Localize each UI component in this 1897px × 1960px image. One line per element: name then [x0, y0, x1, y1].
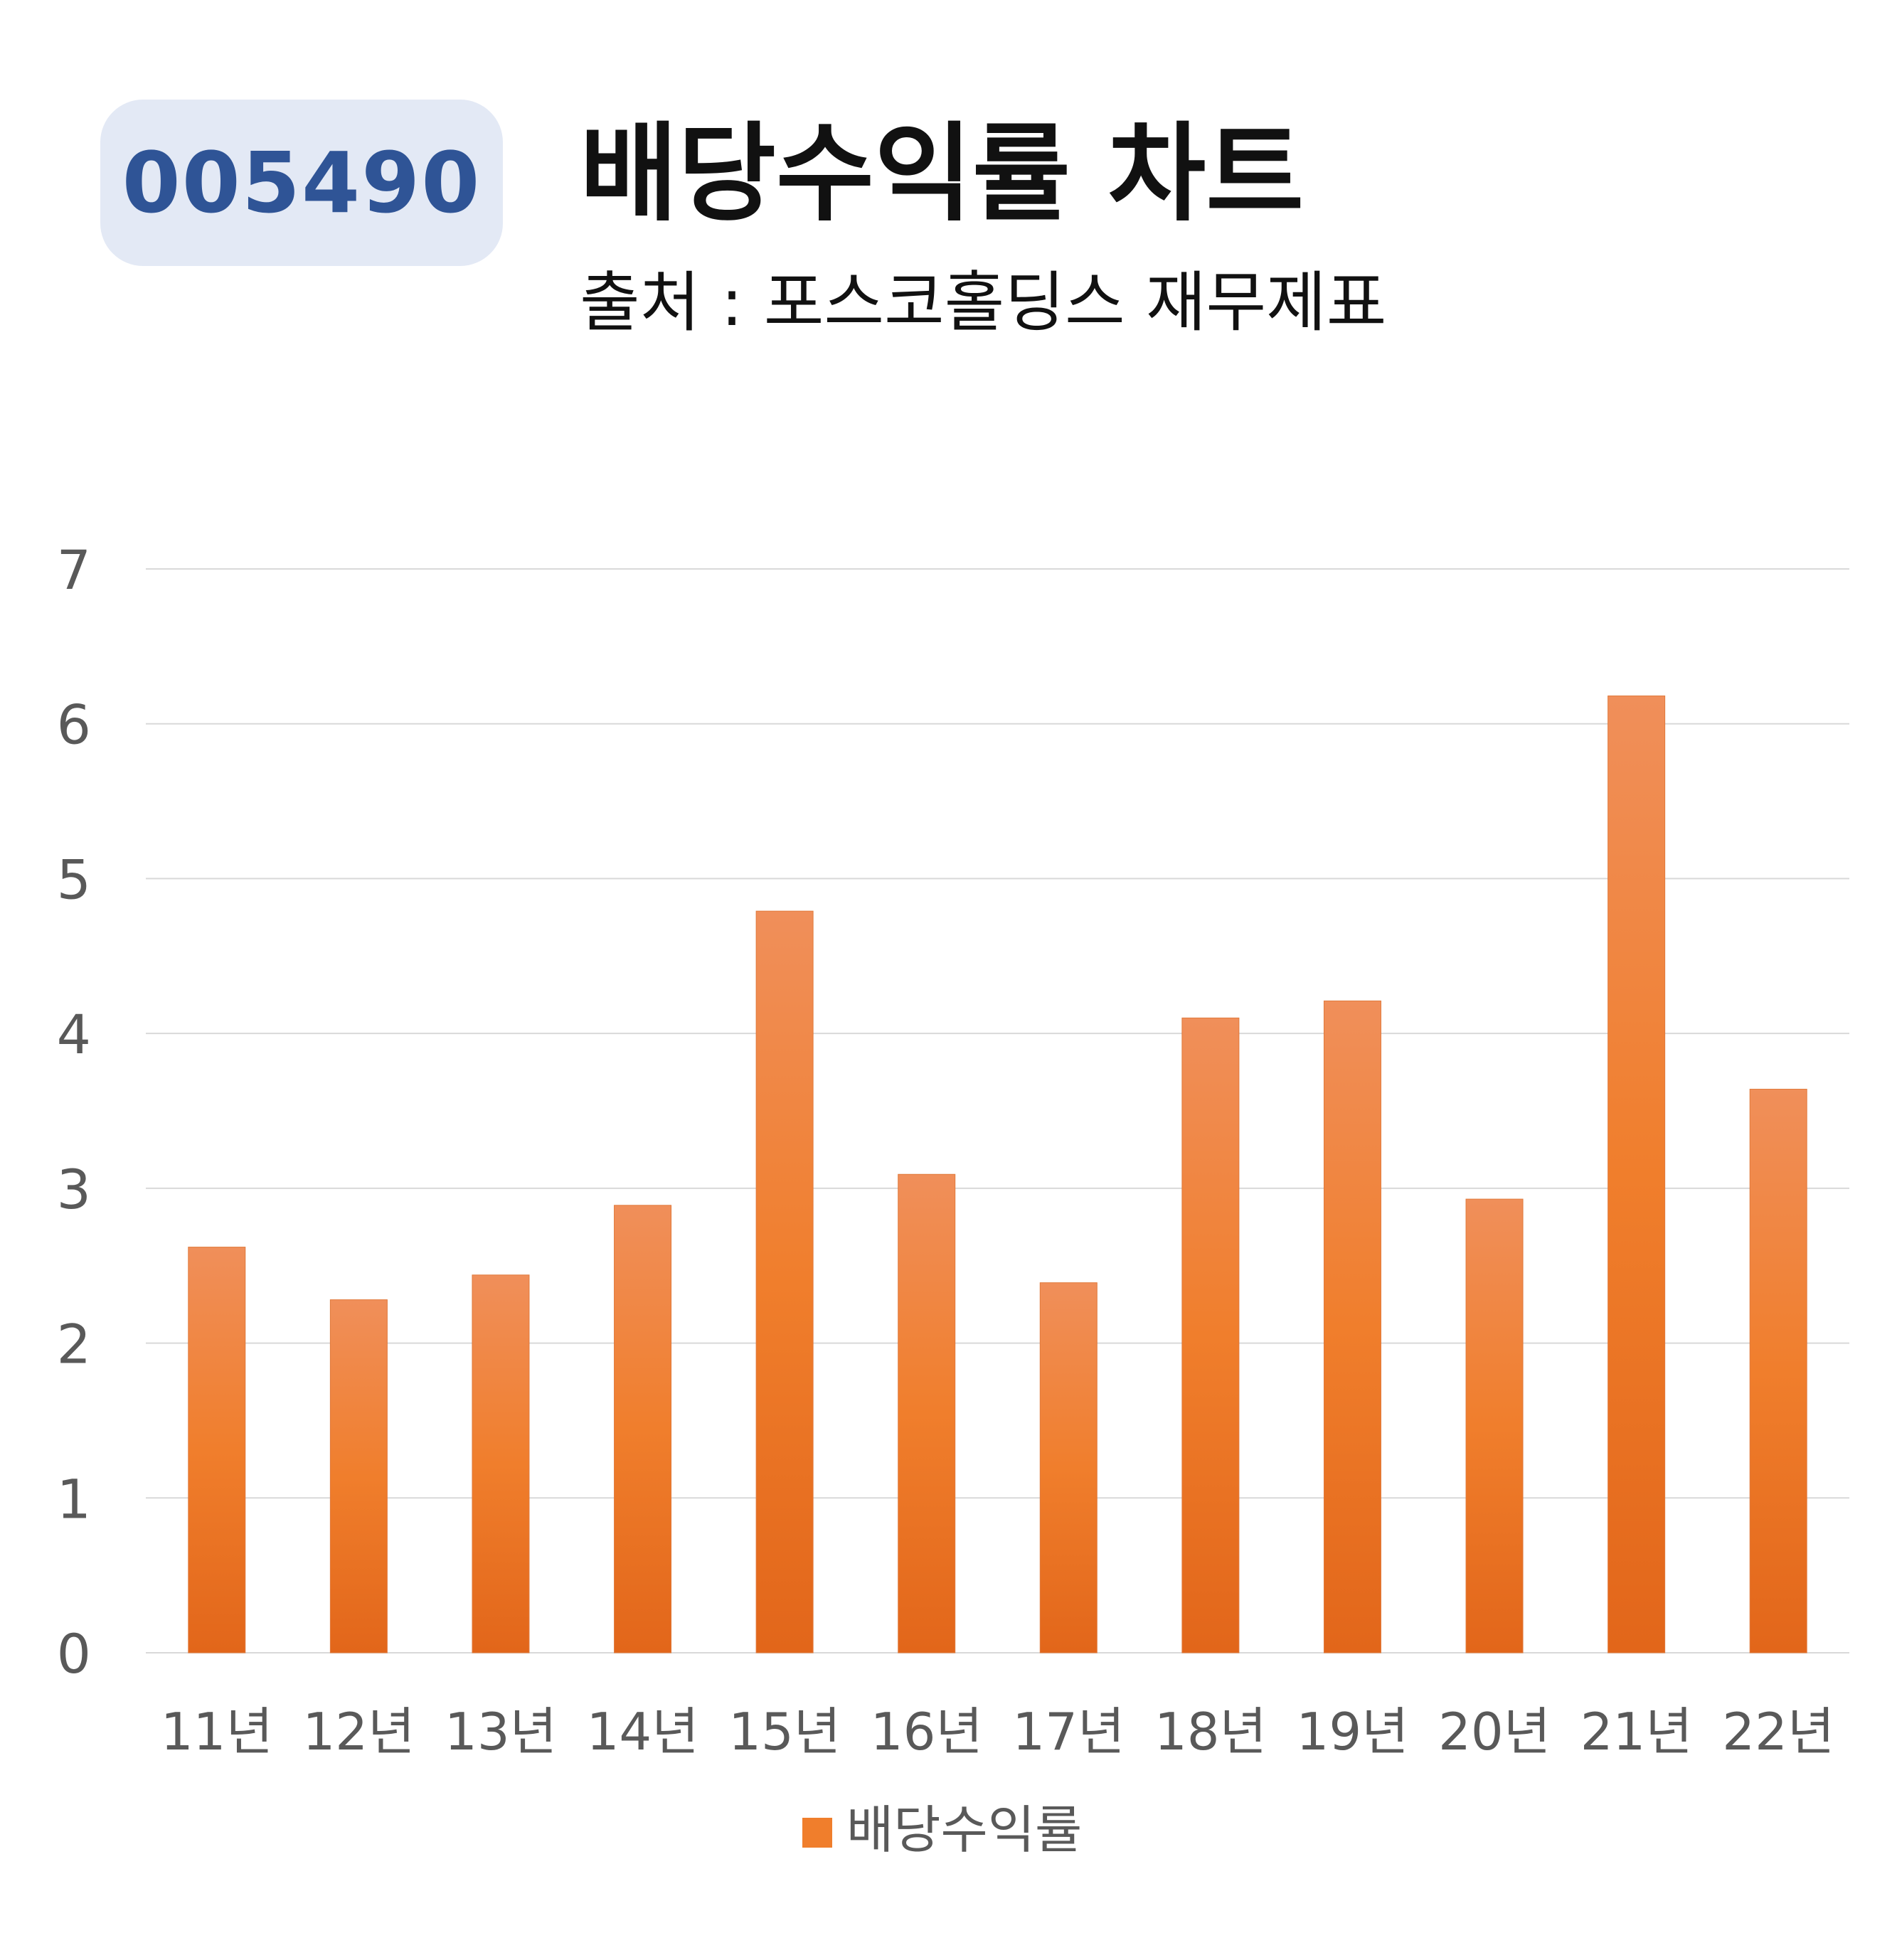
x-axis: 11년 12년 13년 14년 15년 16년 17년 18년 19년 20년 21년 22년 [161, 1702, 1834, 1762]
bar [755, 910, 814, 1653]
bar [1608, 696, 1666, 1653]
x-tick-label: 18년 [1154, 1702, 1267, 1762]
x-tick-label: 11년 [161, 1702, 273, 1762]
bar [329, 1299, 388, 1653]
y-tick-label: 2 [57, 1313, 91, 1376]
stock-code: 005490 [122, 134, 482, 232]
y-tick-label: 0 [57, 1622, 91, 1685]
chart-subtitle: 출처 : 포스코홀딩스 재무제표 [580, 265, 1387, 341]
legend: 배당수익률 [802, 1800, 1082, 1860]
x-tick-label: 21년 [1580, 1702, 1693, 1762]
bars [188, 696, 1807, 1653]
bar [1181, 1017, 1240, 1653]
bar [1749, 1089, 1807, 1653]
chart-title: 배당수익률 차트 [580, 112, 1304, 236]
bar [472, 1274, 530, 1653]
legend-label: 배당수익률 [846, 1800, 1082, 1860]
y-axis: 0 1 2 3 4 5 6 7 [57, 538, 91, 1685]
bar [188, 1247, 246, 1653]
gridlines [146, 568, 1849, 1653]
bar [1323, 1000, 1381, 1653]
y-tick-label: 6 [57, 693, 91, 757]
x-tick-label: 17년 [1012, 1702, 1125, 1762]
y-tick-label: 7 [57, 538, 91, 602]
y-tick-label: 3 [57, 1158, 91, 1221]
y-tick-label: 1 [57, 1467, 91, 1530]
x-tick-label: 22년 [1722, 1702, 1834, 1762]
y-tick-label: 4 [57, 1003, 91, 1066]
x-tick-label: 12년 [302, 1702, 415, 1762]
stock-code-badge: 005490 [100, 100, 503, 266]
bar [1465, 1198, 1524, 1653]
x-tick-label: 20년 [1438, 1702, 1551, 1762]
bar [614, 1205, 672, 1653]
x-tick-label: 14년 [587, 1702, 699, 1762]
bar [1039, 1282, 1098, 1653]
bar [898, 1173, 956, 1653]
y-tick-label: 5 [57, 848, 91, 911]
x-tick-label: 13년 [445, 1702, 557, 1762]
x-tick-label: 15년 [728, 1702, 841, 1762]
legend-swatch [802, 1818, 832, 1848]
x-tick-label: 19년 [1297, 1702, 1409, 1762]
x-tick-label: 16년 [871, 1702, 983, 1762]
